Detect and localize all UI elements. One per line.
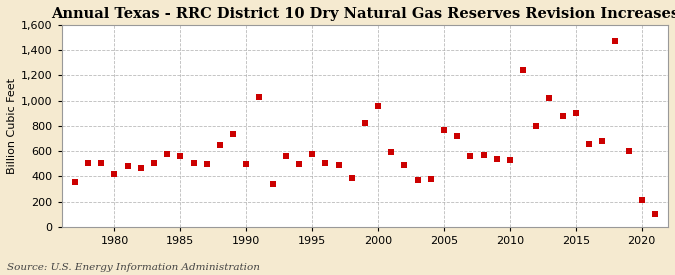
Point xyxy=(399,163,410,167)
Point xyxy=(597,139,608,143)
Point xyxy=(122,164,133,169)
Point xyxy=(478,153,489,157)
Point xyxy=(491,156,502,161)
Point xyxy=(109,172,120,176)
Point xyxy=(254,95,265,99)
Point xyxy=(637,198,647,203)
Point xyxy=(558,114,568,118)
Point xyxy=(465,154,476,158)
Point xyxy=(570,111,581,116)
Point xyxy=(360,121,371,126)
Point xyxy=(307,152,318,156)
Point xyxy=(148,160,159,165)
Point xyxy=(280,154,291,158)
Point xyxy=(241,162,252,166)
Point xyxy=(452,134,462,138)
Point xyxy=(162,152,173,156)
Point xyxy=(320,160,331,165)
Point xyxy=(215,143,225,147)
Point xyxy=(201,162,212,166)
Point xyxy=(504,158,515,162)
Point xyxy=(136,166,146,170)
Point xyxy=(175,154,186,158)
Text: Source: U.S. Energy Information Administration: Source: U.S. Energy Information Administ… xyxy=(7,263,260,272)
Point xyxy=(584,141,595,146)
Point xyxy=(83,160,94,165)
Point xyxy=(623,149,634,153)
Point xyxy=(188,160,199,165)
Point xyxy=(412,178,423,183)
Title: Annual Texas - RRC District 10 Dry Natural Gas Reserves Revision Increases: Annual Texas - RRC District 10 Dry Natur… xyxy=(51,7,675,21)
Point xyxy=(96,160,107,165)
Point xyxy=(267,182,278,186)
Point xyxy=(649,212,660,217)
Point xyxy=(531,124,541,128)
Point xyxy=(70,179,80,184)
Point xyxy=(425,177,436,181)
Point xyxy=(333,163,344,167)
Point xyxy=(373,104,383,108)
Point xyxy=(227,131,238,136)
Y-axis label: Billion Cubic Feet: Billion Cubic Feet xyxy=(7,78,17,174)
Point xyxy=(544,96,555,100)
Point xyxy=(346,175,357,180)
Point xyxy=(439,128,450,132)
Point xyxy=(610,39,621,43)
Point xyxy=(294,162,304,166)
Point xyxy=(386,150,397,155)
Point xyxy=(518,68,529,73)
